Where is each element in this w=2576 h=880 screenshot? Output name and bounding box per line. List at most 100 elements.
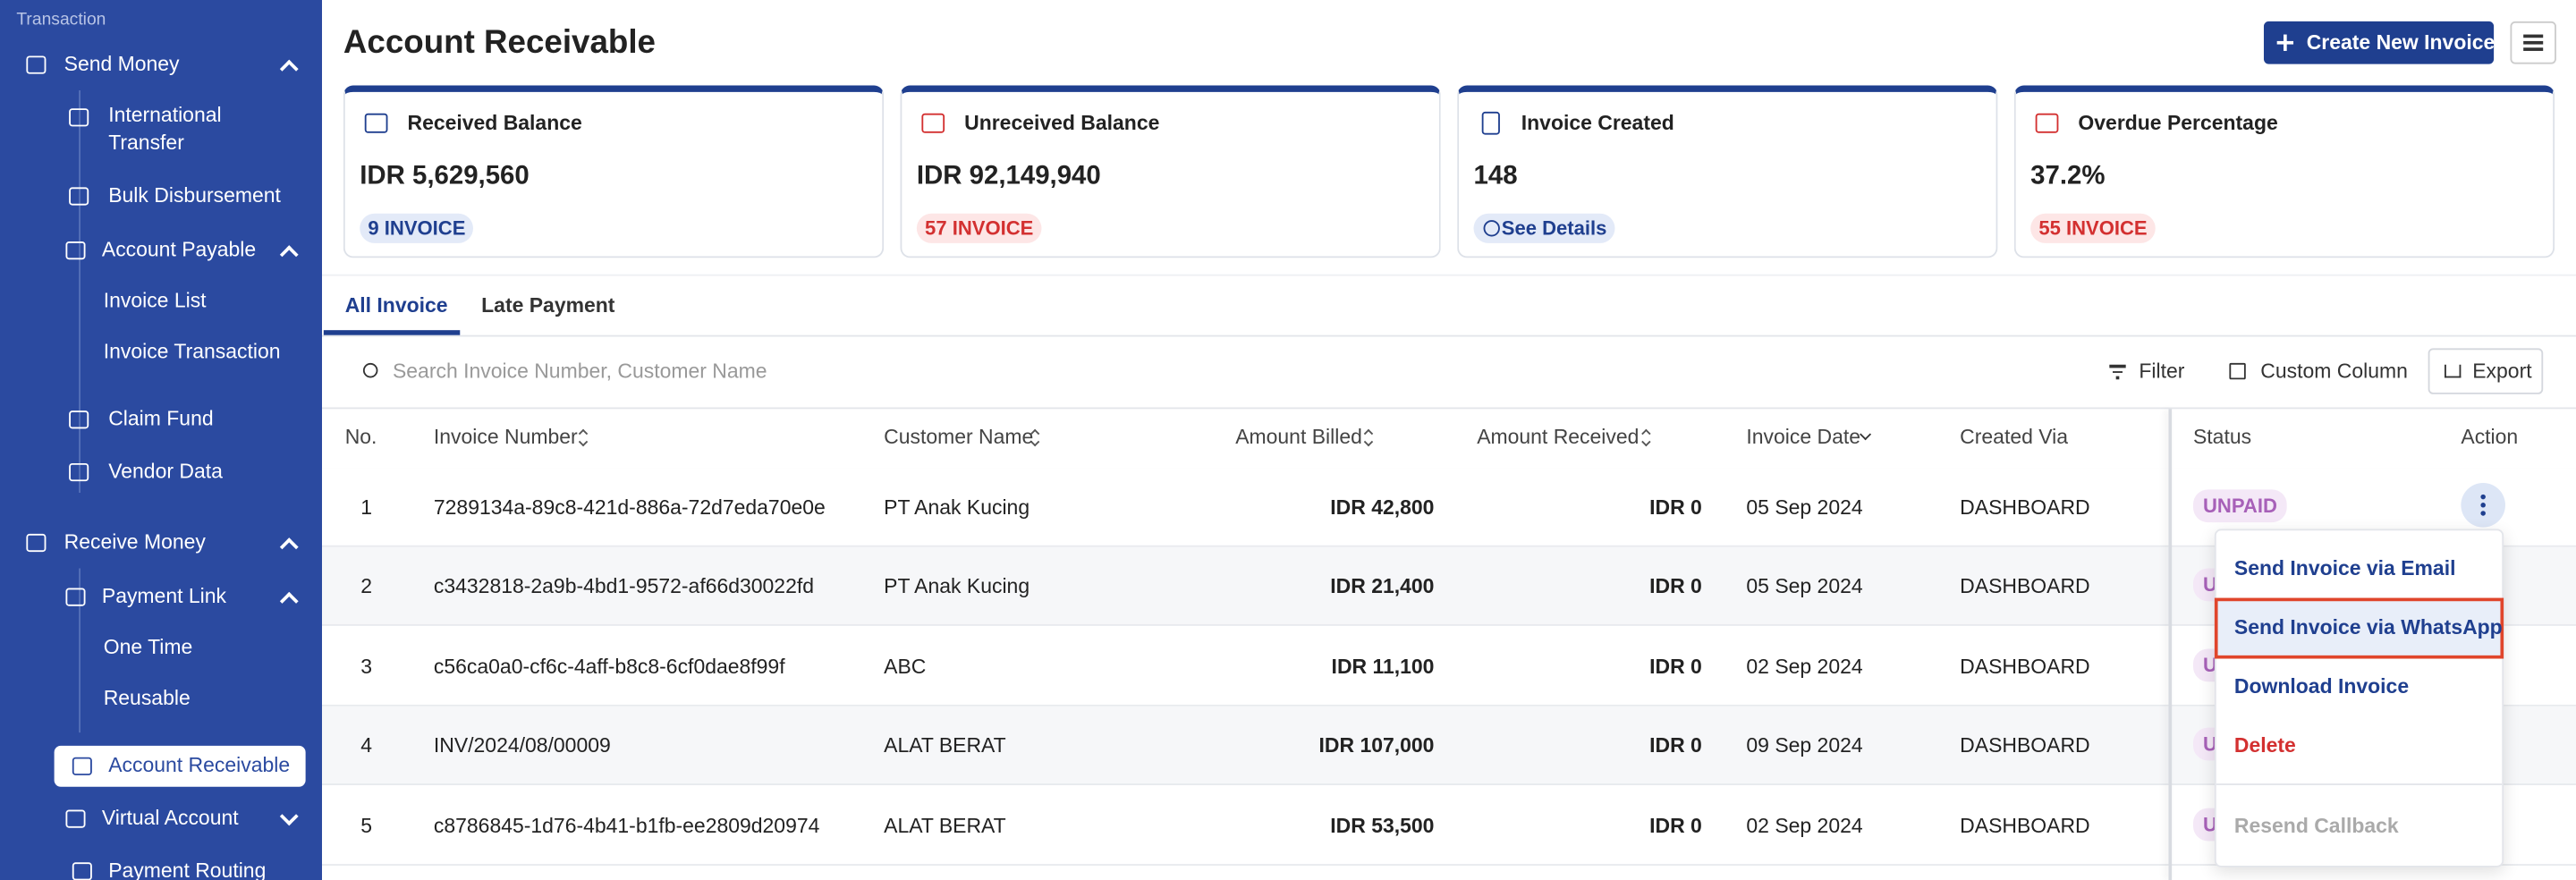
cell-date: 05 Sep 2024: [1746, 574, 1863, 598]
menu-icon: [69, 462, 89, 481]
column-header: No.: [344, 425, 377, 449]
sidebar-item[interactable]: Claim Fund: [108, 407, 214, 431]
settings-button[interactable]: [2510, 21, 2556, 64]
card-title: Received Balance: [407, 111, 582, 135]
sidebar-item[interactable]: Account Receivable: [108, 754, 291, 777]
sort-down: [1363, 436, 1374, 447]
cell-amount-received: IDR 0: [1649, 574, 1702, 598]
sidebar-item[interactable]: Payment Routing: [108, 859, 267, 880]
cell-amount-billed: IDR 21,400: [1330, 574, 1435, 598]
card-value: IDR 5,629,560: [360, 162, 530, 191]
custom-column-button[interactable]: Custom Column: [2260, 360, 2408, 383]
sidebar-item[interactable]: Virtual Account: [101, 806, 239, 830]
tab-underline: [323, 330, 461, 335]
sidebar-item[interactable]: Account Payable: [101, 238, 257, 262]
column-header: Status: [2192, 425, 2252, 449]
sidebar-item[interactable]: Invoice Transaction: [103, 340, 281, 363]
sidebar-section: Transaction: [16, 10, 106, 30]
card-value: IDR 92,149,940: [916, 162, 1101, 191]
kebab-dot: [2480, 503, 2486, 508]
sort-down: [578, 436, 589, 447]
active-item-bg: [54, 745, 306, 787]
cell-invoice-number: 7289134a-89c8-421d-886a-72d7eda70e0e: [433, 495, 826, 520]
summary-card: [2013, 85, 2555, 258]
sidebar-item[interactable]: Receive Money: [64, 530, 206, 554]
card-title: Overdue Percentage: [2078, 111, 2278, 135]
search-input[interactable]: Search Invoice Number, Customer Name: [392, 360, 767, 383]
sidebar-item[interactable]: Bulk Disbursement: [108, 183, 281, 207]
sidebar-item[interactable]: Invoice List: [103, 289, 207, 312]
column-header: Amount Received: [1477, 425, 1640, 449]
info-icon: [1483, 220, 1500, 237]
cell-invoice-number: c8786845-1d76-4b41-b1fb-ee2809d20974: [433, 815, 820, 838]
menu-icon: [65, 241, 86, 259]
export-label[interactable]: Export: [2472, 360, 2532, 383]
sidebar: [0, 0, 322, 880]
sidebar-item[interactable]: International Transfer: [108, 103, 222, 155]
sidebar-item[interactable]: One Time: [103, 635, 193, 659]
cell-customer: PT Anak Kucing: [884, 495, 1030, 520]
filter-button[interactable]: Filter: [2139, 360, 2185, 383]
plus-v: [2284, 34, 2287, 51]
sticky-divider: [2168, 409, 2173, 880]
cell-no: 3: [360, 655, 372, 679]
kebab-dot: [2480, 494, 2486, 500]
settings-line: [2523, 40, 2544, 44]
menu-icon: [72, 756, 92, 775]
filter-icon: [2109, 364, 2126, 368]
sidebar-item[interactable]: Vendor Data: [108, 460, 223, 483]
card-value: 37.2%: [2030, 162, 2106, 191]
column-header: Customer Name: [884, 425, 1034, 449]
card-badge: 55 INVOICE: [2030, 213, 2156, 243]
card-icon: [364, 113, 388, 133]
column-header: Created Via: [1960, 425, 2069, 449]
tab[interactable]: Late Payment: [481, 293, 615, 317]
cell-invoice-number: c3432818-2a9b-4bd1-9572-af66d30022fd: [433, 574, 814, 598]
search-icon: [362, 362, 378, 378]
page-title: Account Receivable: [343, 24, 656, 61]
create-button[interactable]: [2263, 21, 2495, 64]
export-icon: [2445, 364, 2462, 378]
menu-icon: [26, 55, 47, 73]
tab[interactable]: All Invoice: [344, 293, 448, 317]
summary-card: [1457, 85, 1998, 258]
menu-separator: [2216, 783, 2503, 785]
column-header: Invoice Date: [1746, 425, 1861, 449]
cell-amount-received: IDR 0: [1649, 655, 1702, 679]
sort-down: [1641, 436, 1651, 447]
cell-amount-billed: IDR 42,800: [1330, 495, 1435, 520]
sidebar-item[interactable]: Reusable: [103, 686, 191, 710]
menu-item[interactable]: Resend Callback: [2233, 815, 2399, 838]
cell-customer: ALAT BERAT: [884, 734, 1006, 757]
menu-icon: [69, 107, 89, 126]
summary-card: [900, 85, 1441, 258]
sidebar-item[interactable]: Send Money: [64, 52, 180, 76]
tree-line: [79, 568, 80, 733]
tabs-top-line: [321, 274, 2576, 276]
menu-item[interactable]: Download Invoice: [2233, 674, 2410, 698]
card-icon: [2035, 113, 2059, 133]
cell-created-via: DASHBOARD: [1960, 574, 2090, 598]
menu-item[interactable]: Delete: [2233, 734, 2296, 757]
settings-line: [2523, 34, 2544, 38]
summary-card: [343, 85, 885, 258]
cell-date: 05 Sep 2024: [1746, 495, 1863, 520]
card-value: 148: [1473, 162, 1518, 191]
card-title: Invoice Created: [1521, 111, 1674, 135]
tabs-bottom-line: [321, 334, 2576, 337]
date-sort: [1860, 428, 1872, 441]
sidebar-item[interactable]: Payment Link: [101, 584, 226, 608]
table-top-line: [321, 407, 2576, 410]
status-badge: UNPAID: [2192, 489, 2287, 523]
filter-icon: [2115, 376, 2120, 379]
menu-item[interactable]: Send Invoice via Email: [2233, 556, 2456, 580]
card-badge: 9 INVOICE: [360, 213, 474, 243]
cell-invoice-number: INV/2024/08/00009: [433, 734, 611, 757]
export-button[interactable]: [2428, 348, 2544, 394]
column-header: Amount Billed: [1235, 425, 1362, 449]
cell-amount-billed: IDR 11,100: [1331, 655, 1435, 679]
cell-amount-received: IDR 0: [1649, 815, 1702, 838]
create-button-label[interactable]: Create New Invoice: [2306, 30, 2496, 55]
menu-item[interactable]: Send Invoice via WhatsApp: [2233, 615, 2503, 639]
